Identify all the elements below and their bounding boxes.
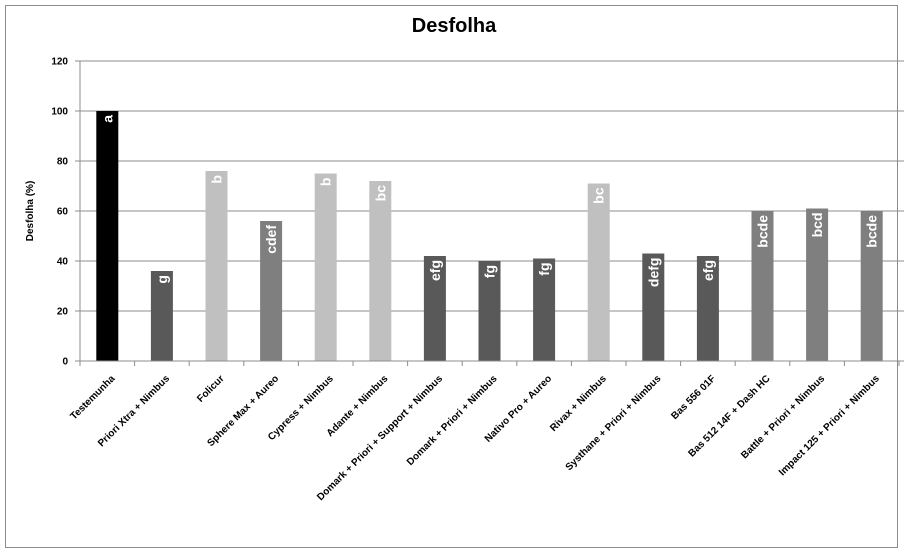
bar-letter-label: defg	[645, 258, 661, 288]
y-tick-label: 0	[62, 357, 68, 368]
y-tick-label: 80	[57, 157, 69, 168]
bar-letter-label: bc	[372, 185, 388, 202]
bar	[369, 181, 392, 361]
y-tick-label: 120	[51, 57, 68, 68]
category-label: Testemunha	[69, 373, 118, 422]
category-label: Impact 125 + Priori + Nimbus	[777, 373, 882, 478]
bar-letter-label: cdef	[263, 225, 279, 254]
chart-title: Desfolha	[412, 15, 497, 37]
bar-letter-label: b	[209, 175, 225, 184]
bars: a g b cdef b bc efg fg fg bc defg efg bcde bcd bcde	[96, 111, 883, 361]
bar-letter-label: efg	[427, 260, 443, 281]
bar-letter-label: fg	[536, 263, 552, 276]
bar-letter-label: a	[99, 115, 115, 123]
bar	[96, 111, 119, 361]
bar-letter-label: g	[154, 275, 170, 284]
bar	[423, 256, 446, 361]
bar-letter-label: bcd	[809, 213, 825, 238]
y-tick-label: 60	[57, 207, 69, 218]
bar	[150, 271, 173, 361]
category-label: Rivax + Nimbus	[548, 373, 609, 434]
bar-letter-label: bcde	[755, 215, 771, 248]
bar	[860, 211, 883, 361]
bar-letter-label: efg	[700, 260, 716, 281]
y-axis-label: Desfolha (%)	[25, 181, 36, 242]
category-label: Folicur	[195, 373, 226, 404]
bar-letter-label: bc	[591, 187, 607, 204]
bar-letter-label: bcde	[864, 215, 880, 248]
bar	[533, 258, 556, 361]
bar	[642, 253, 665, 361]
bar	[478, 261, 501, 361]
bar	[205, 171, 228, 361]
axes	[79, 61, 904, 366]
y-tick-label: 20	[57, 307, 69, 318]
bar	[696, 256, 719, 361]
bar	[806, 208, 829, 361]
bar	[751, 211, 774, 361]
category-label: Bas 556 01F	[669, 373, 718, 422]
bar	[587, 183, 610, 361]
y-tick-label: 40	[57, 257, 69, 268]
bar	[260, 221, 283, 361]
category-label: Systhane + Priori + Nimbus	[564, 373, 664, 473]
bar-letter-label: b	[318, 178, 334, 187]
y-tick-label: 100	[51, 107, 68, 118]
bar-letter-label: fg	[482, 265, 498, 278]
bar	[314, 173, 337, 361]
y-axis-ticks: 0 20 40 60 80 100 120	[51, 57, 80, 368]
category-label: Domark + Priori + Nimbus	[405, 373, 500, 468]
